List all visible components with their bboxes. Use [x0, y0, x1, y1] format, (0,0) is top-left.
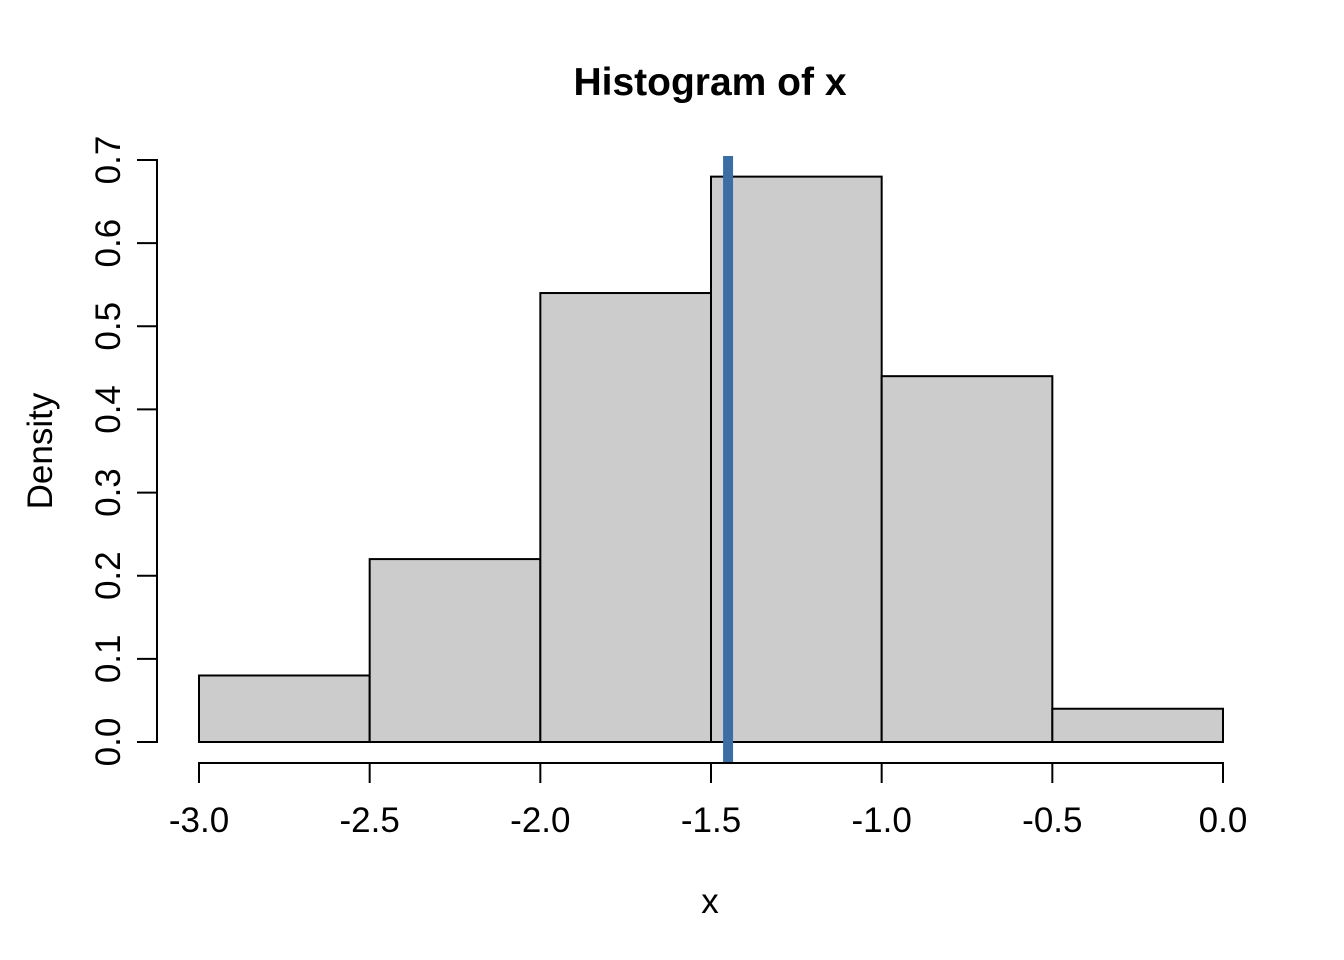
x-axis: -3.0 -2.5 -2.0 -1.5 -1.0 -0.5 0.0	[169, 762, 1248, 840]
x-tick-label-5: -0.5	[1022, 801, 1082, 840]
chart-title: Histogram of x	[573, 61, 846, 104]
histogram-bar-4	[880, 375, 1054, 743]
histogram-bar-5	[1051, 707, 1225, 743]
y-tick-label-6: 0.6	[89, 219, 128, 268]
x-tick-label-3: -1.5	[681, 801, 741, 840]
histogram-bar-1	[368, 558, 542, 743]
y-tick-label-3: 0.3	[89, 468, 128, 517]
histogram-bar-0	[198, 674, 371, 743]
y-tick-label-7: 0.7	[89, 136, 128, 185]
histogram-bar-2	[539, 292, 712, 743]
y-tick-label-2: 0.2	[89, 551, 128, 600]
y-axis: 0.0 0.1 0.2 0.3 0.4 0.5 0.6 0.7	[89, 136, 158, 767]
y-axis-label: Density	[21, 392, 60, 509]
bars-group	[198, 175, 1225, 743]
x-tick-label-1: -2.5	[340, 801, 400, 840]
x-axis-label: x	[701, 882, 719, 921]
histogram-bar-3	[710, 175, 883, 743]
x-tick-label-6: 0.0	[1199, 801, 1248, 840]
y-tick-label-5: 0.5	[89, 302, 128, 351]
x-tick-label-2: -2.0	[510, 801, 570, 840]
y-tick-label-1: 0.1	[89, 635, 128, 684]
y-tick-label-4: 0.4	[89, 385, 128, 434]
x-tick-label-4: -1.0	[852, 801, 912, 840]
x-tick-label-0: -3.0	[169, 801, 229, 840]
y-tick-label-0: 0.0	[89, 718, 128, 767]
